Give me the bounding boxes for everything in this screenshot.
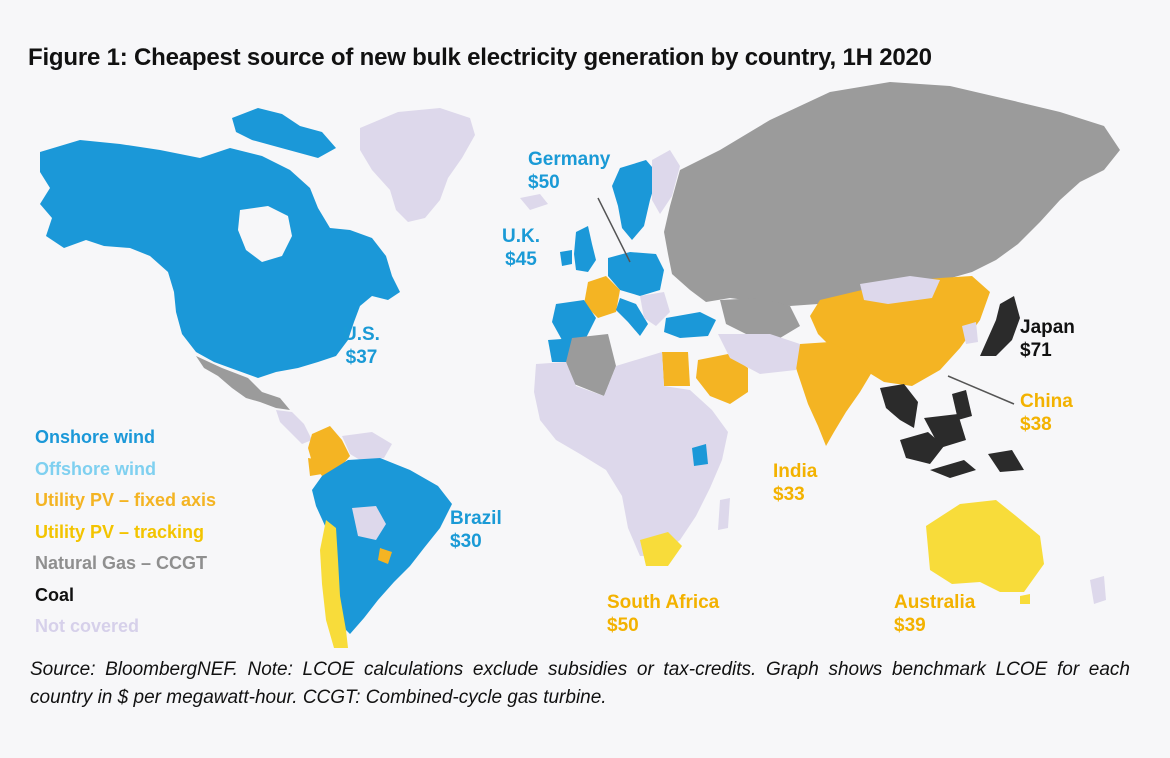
- callout-country: India: [773, 461, 818, 482]
- region-madagascar: [718, 498, 730, 530]
- callout-country: Germany: [528, 149, 611, 170]
- region-japan: [980, 296, 1020, 356]
- callout-south-africa: South Africa $50: [607, 591, 719, 637]
- callout-value: $50: [528, 172, 560, 193]
- callout-australia: Australia $39: [894, 591, 975, 637]
- region-new-guinea: [988, 450, 1024, 472]
- region-iran: [718, 334, 800, 374]
- callout-country: Australia: [894, 592, 976, 613]
- callout-value: $45: [505, 249, 537, 270]
- callout-value: $33: [773, 484, 805, 505]
- callout-country: U.K.: [502, 226, 540, 247]
- region-central-asia: [720, 298, 800, 338]
- region-italy: [616, 298, 648, 336]
- callout-country: South Africa: [607, 592, 720, 613]
- region-kenya: [692, 444, 708, 466]
- callout-value: $39: [894, 615, 926, 636]
- region-korea: [962, 322, 978, 344]
- callout-country: Brazil: [450, 508, 502, 529]
- region-scandinavia: [612, 160, 658, 240]
- legend-item-pv-tracking: Utility PV – tracking: [35, 521, 205, 542]
- region-ecuador: [308, 458, 322, 476]
- callout-country: U.S.: [343, 324, 380, 345]
- region-iceland: [520, 194, 548, 210]
- legend-item-pv-fixed: Utility PV – fixed axis: [35, 490, 217, 510]
- legend-item-offshore-wind: Offshore wind: [35, 458, 156, 479]
- region-france: [584, 276, 620, 318]
- region-iberia: [552, 300, 596, 340]
- legend-item-onshore-wind: Onshore wind: [35, 427, 156, 447]
- region-indonesia-2: [930, 460, 976, 478]
- hudson-bay: [238, 206, 292, 262]
- region-north-america: [40, 140, 400, 378]
- region-africa: [534, 352, 728, 556]
- callout-germany: Germany $50: [528, 148, 610, 194]
- region-indochina: [880, 384, 918, 428]
- region-south-africa: [640, 532, 682, 566]
- callout-china: China $38: [1020, 390, 1073, 436]
- legend-item-gas: Natural Gas – CCGT: [35, 553, 208, 573]
- legend-item-coal: Coal: [35, 584, 75, 605]
- region-south-america: [312, 458, 452, 634]
- region-india: [794, 342, 872, 446]
- callout-value: $30: [450, 531, 482, 552]
- region-greenland: [360, 108, 475, 222]
- region-algeria: [566, 334, 616, 396]
- callout-value: $38: [1020, 414, 1052, 435]
- leader-china: [947, 375, 1015, 405]
- region-tasmania: [1020, 594, 1030, 604]
- region-egypt: [662, 352, 690, 386]
- region-bolivia: [352, 506, 386, 540]
- leader-germany: [597, 197, 631, 263]
- source-note: Source: BloombergNEF. Note: LCOE calcula…: [30, 659, 1130, 708]
- callout-us: U.S. $37: [343, 323, 380, 369]
- callout-value: $50: [607, 615, 639, 636]
- region-turkey: [664, 312, 716, 338]
- region-chile: [320, 520, 348, 648]
- figure-title: Figure 1: Cheapest source of new bulk el…: [28, 44, 932, 71]
- region-central-europe: [608, 252, 664, 296]
- callout-japan: Japan $71: [1020, 316, 1075, 362]
- region-mongolia: [860, 276, 940, 304]
- legend: Onshore wind Offshore wind Utility PV – …: [35, 426, 216, 647]
- region-venezuela: [342, 432, 392, 460]
- callout-country: Japan: [1020, 317, 1075, 338]
- region-borneo: [924, 414, 966, 448]
- callout-brazil: Brazil $30: [450, 507, 502, 553]
- region-finland: [652, 150, 680, 214]
- region-australia: [926, 500, 1044, 592]
- region-indonesia-1: [900, 432, 944, 464]
- region-mexico: [196, 356, 290, 410]
- region-uk: [574, 226, 596, 272]
- callout-value: $71: [1020, 340, 1052, 361]
- region-philippines: [952, 390, 972, 420]
- callout-value: $37: [345, 347, 378, 368]
- callout-uk: U.K. $45: [502, 225, 540, 271]
- region-arctic-islands: [232, 108, 336, 158]
- region-russia: [664, 82, 1120, 306]
- region-central-america: [276, 410, 312, 444]
- callout-india: India $33: [773, 460, 817, 506]
- region-saudi: [696, 354, 748, 404]
- region-ireland: [560, 250, 572, 266]
- callout-country: China: [1020, 391, 1073, 412]
- region-new-zealand: [1090, 576, 1106, 604]
- region-uruguay: [378, 548, 392, 564]
- legend-item-not-covered: Not covered: [35, 616, 140, 636]
- region-balkans: [640, 292, 670, 326]
